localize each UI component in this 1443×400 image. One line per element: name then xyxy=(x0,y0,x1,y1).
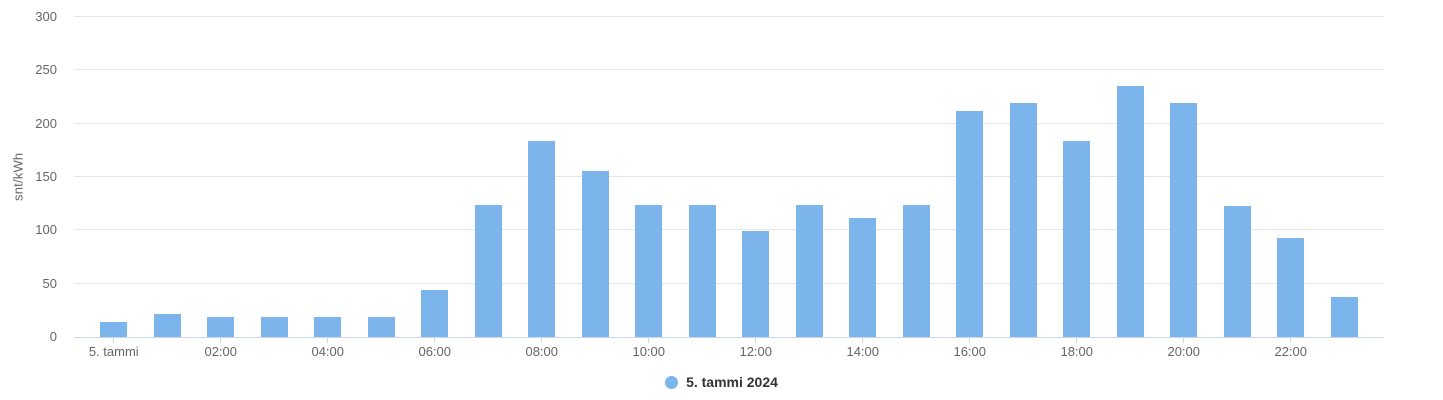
x-axis-label-08:00: 08:00 xyxy=(525,344,559,359)
bar-hour-13[interactable] xyxy=(795,204,823,337)
bar-slot-23:00 xyxy=(1318,17,1372,337)
bar-hour-21[interactable] xyxy=(1223,205,1251,337)
gridline-250 xyxy=(74,69,1384,71)
x-axis-label-14:00: 14:00 xyxy=(846,344,880,359)
bar-slot-03:00 xyxy=(248,17,302,337)
legend-series-marker-icon xyxy=(665,375,679,389)
gridline-100 xyxy=(74,229,1384,231)
x-tick-08:00 xyxy=(541,337,543,343)
y-axis-label-50: 50 xyxy=(42,275,57,291)
bar-hour-18[interactable] xyxy=(1063,140,1091,337)
bar-hour-2[interactable] xyxy=(207,317,235,337)
x-tick-12:00 xyxy=(755,337,757,343)
x-axis-label-06:00: 06:00 xyxy=(418,344,452,359)
bar-slot-17:00 xyxy=(997,17,1051,337)
bar-slot-13:00 xyxy=(783,17,837,337)
bar-slot-12:00 xyxy=(729,17,783,337)
bar-slot-10:00 xyxy=(622,17,676,337)
y-axis-label-200: 200 xyxy=(35,115,57,131)
x-axis-label-04:00: 04:00 xyxy=(311,344,345,359)
bar-slot-01:00 xyxy=(141,17,195,337)
bar-slot-11:00 xyxy=(676,17,730,337)
bar-slot-04:00 xyxy=(301,17,355,337)
x-tick-02:00 xyxy=(220,337,222,343)
bar-hour-19[interactable] xyxy=(1116,86,1144,337)
x-tick-14:00 xyxy=(862,337,864,343)
x-axis-label-22:00: 22:00 xyxy=(1274,344,1308,359)
x-axis-label-5. tammi: 5. tammi xyxy=(88,344,139,359)
x-tick-16:00 xyxy=(969,337,971,343)
x-tick-22:00 xyxy=(1290,337,1292,343)
bar-hour-3[interactable] xyxy=(260,317,288,337)
bar-slot-19:00 xyxy=(1104,17,1158,337)
bar-slot-18:00 xyxy=(1050,17,1104,337)
gridline-300 xyxy=(74,16,1384,17)
bar-slot-22:00 xyxy=(1264,17,1318,337)
y-axis-label-100: 100 xyxy=(35,222,57,238)
bar-slot-16:00 xyxy=(943,17,997,337)
bar-hour-22[interactable] xyxy=(1277,237,1305,337)
bar-slot-08:00 xyxy=(515,17,569,337)
bar-series xyxy=(74,17,1384,337)
bar-hour-15[interactable] xyxy=(902,204,930,337)
bar-slot-05:00 xyxy=(355,17,409,337)
x-axis-label-20:00: 20:00 xyxy=(1167,344,1201,359)
x-axis-line xyxy=(74,337,1384,338)
x-tick-18:00 xyxy=(1076,337,1078,343)
bar-hour-6[interactable] xyxy=(421,289,449,337)
bar-slot-06:00 xyxy=(408,17,462,337)
bar-hour-23[interactable] xyxy=(1330,297,1358,337)
legend-series-label: 5. tammi 2024 xyxy=(686,374,778,390)
x-axis-label-10:00: 10:00 xyxy=(632,344,666,359)
bar-hour-8[interactable] xyxy=(528,140,556,337)
x-axis-label-18:00: 18:00 xyxy=(1060,344,1094,359)
bar-hour-12[interactable] xyxy=(742,231,770,337)
bar-slot-02:00 xyxy=(194,17,248,337)
bar-hour-10[interactable] xyxy=(635,204,663,337)
x-tick-10:00 xyxy=(648,337,650,343)
gridline-150 xyxy=(74,176,1384,177)
bar-slot-09:00 xyxy=(569,17,623,337)
y-axis-label-150: 150 xyxy=(35,169,57,184)
bar-hour-5[interactable] xyxy=(367,317,395,337)
y-axis-label-0: 0 xyxy=(49,329,57,344)
x-tick-06:00 xyxy=(434,337,436,343)
bar-slot-07:00 xyxy=(462,17,516,337)
bar-hour-11[interactable] xyxy=(688,204,716,337)
legend-item[interactable]: 5. tammi 2024 xyxy=(0,370,1443,394)
bar-hour-16[interactable] xyxy=(956,110,984,337)
bar-slot-21:00 xyxy=(1211,17,1265,337)
bar-hour-0[interactable] xyxy=(100,322,128,337)
plot-area: 0 50 100 150 200 250 300 5. tammi 02:00 04:00 06:… xyxy=(35,10,1384,359)
bar-hour-17[interactable] xyxy=(1009,103,1037,337)
bar-hour-9[interactable] xyxy=(581,170,609,337)
x-axis-label-02:00: 02:00 xyxy=(204,344,238,359)
bar-hour-1[interactable] xyxy=(153,314,181,337)
gridline-200 xyxy=(74,122,1384,124)
bar-hour-14[interactable] xyxy=(849,217,877,337)
bar-hour-4[interactable] xyxy=(314,317,342,337)
bar-slot-14:00 xyxy=(836,17,890,337)
bar-slot-00:00 xyxy=(87,17,141,337)
x-tick-5. tammi xyxy=(113,337,115,343)
x-tick-04:00 xyxy=(327,337,329,343)
x-tick-20:00 xyxy=(1183,337,1185,343)
gridline-50 xyxy=(74,282,1384,284)
bar-slot-15:00 xyxy=(890,17,944,337)
y-axis-label-300: 300 xyxy=(35,9,57,24)
bar-slot-20:00 xyxy=(1157,17,1211,337)
bar-hour-7[interactable] xyxy=(474,204,502,337)
x-axis-label-12:00: 12:00 xyxy=(739,344,773,359)
bar-hour-20[interactable] xyxy=(1170,103,1198,337)
y-axis-label-250: 250 xyxy=(35,62,57,78)
x-axis-label-16:00: 16:00 xyxy=(953,344,987,359)
